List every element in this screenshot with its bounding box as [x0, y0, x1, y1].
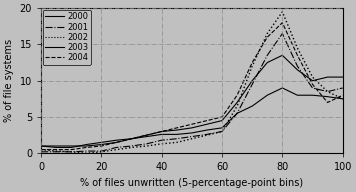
Y-axis label: % of file systems: % of file systems: [4, 39, 14, 122]
X-axis label: % of files unwritten (5-percentage-point bins): % of files unwritten (5-percentage-point…: [80, 178, 303, 188]
Legend: 2000, 2001, 2002, 2003, 2004: 2000, 2001, 2002, 2003, 2004: [43, 10, 90, 65]
